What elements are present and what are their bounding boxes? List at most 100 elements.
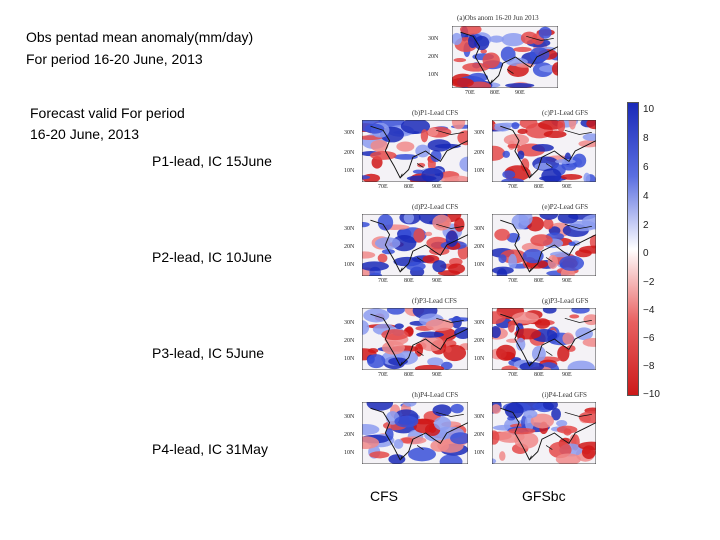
obs-panel-title: (a)Obs anom 16-20 Jun 2013 <box>457 14 539 22</box>
anomaly-blob <box>523 410 538 419</box>
anomaly-blob <box>432 214 452 231</box>
anomaly-blob <box>386 308 405 315</box>
anomaly-blob <box>459 26 482 35</box>
lon-tick: 70E <box>378 278 388 284</box>
anomaly-blob <box>430 149 442 162</box>
colorbar-label: 2 <box>643 220 649 231</box>
anomaly-blob <box>555 159 576 165</box>
anomaly-blob <box>468 72 489 82</box>
anomaly-blob <box>582 337 596 347</box>
anomaly-blob <box>427 127 439 137</box>
anomaly-blob <box>498 254 507 264</box>
lat-tick: 30N <box>344 320 355 326</box>
anomaly-blob <box>557 345 570 362</box>
panel-title-p4-gfs: (i)P4-Lead GFS <box>542 391 587 399</box>
anomaly-blob <box>425 319 454 332</box>
anomaly-blob <box>377 253 388 263</box>
anomaly-blob <box>459 156 468 172</box>
anomaly-blob <box>520 31 538 45</box>
colorbar-label: −8 <box>643 361 655 372</box>
lat-tick: 20N <box>344 150 355 156</box>
lon-tick: 90E <box>562 372 572 378</box>
panel-title-p2-gfs: (e)P2-Lead GFS <box>542 203 589 211</box>
anomaly-blob <box>514 328 542 340</box>
anomaly-blob <box>374 237 401 250</box>
anomaly-blob <box>492 325 501 339</box>
anomaly-blob <box>454 217 465 232</box>
anomaly-blob <box>555 453 581 464</box>
anomaly-blob <box>400 437 414 444</box>
anomaly-blob <box>439 454 463 464</box>
anomaly-blob <box>427 357 444 367</box>
lat-tick: 30N <box>474 226 485 232</box>
map-p4-gfs <box>492 402 596 464</box>
anomaly-blob <box>494 123 511 132</box>
lon-tick: 70E <box>378 184 388 190</box>
anomaly-blob <box>519 120 538 129</box>
anomaly-blob <box>492 404 501 414</box>
lon-tick: 80E <box>534 278 544 284</box>
anomaly-blob <box>492 458 497 464</box>
obs-lon-tick: 70E <box>465 90 475 96</box>
anomaly-blob <box>412 169 425 174</box>
row-label-p1: P1-lead, IC 15June <box>152 153 272 169</box>
colorbar-label: −6 <box>643 333 655 344</box>
anomaly-blob <box>420 129 429 143</box>
anomaly-blob <box>522 248 544 264</box>
anomaly-blob <box>394 415 419 428</box>
anomaly-blob <box>569 314 580 319</box>
anomaly-blob <box>362 251 376 259</box>
colorbar-label: 10 <box>643 104 655 115</box>
anomaly-blob <box>482 52 500 69</box>
map-p1-gfs <box>492 120 596 182</box>
anomaly-blob <box>468 34 478 49</box>
lon-tick: 90E <box>562 278 572 284</box>
anomaly-blob <box>452 32 463 46</box>
anomaly-blob <box>589 234 596 249</box>
anomaly-blob <box>513 46 532 53</box>
panel-title-p1-gfs: (c)P1-Lead GFS <box>542 109 589 117</box>
column-label-cfs: CFS <box>370 488 398 504</box>
colorbar-label: −10 <box>643 389 660 400</box>
anomaly-blob <box>449 257 463 266</box>
anomaly-blob <box>542 402 558 411</box>
lat-tick: 10N <box>474 356 485 362</box>
anomaly-blob <box>505 83 535 88</box>
anomaly-blob <box>362 424 380 435</box>
anomaly-blob <box>514 432 539 449</box>
anomaly-blob <box>367 348 379 354</box>
anomaly-blob <box>448 263 466 274</box>
anomaly-blob <box>363 308 390 323</box>
lon-tick: 90E <box>432 184 442 190</box>
anomaly-blob <box>403 402 417 407</box>
lat-tick: 30N <box>474 130 485 136</box>
column-label-gfs: GFSbc <box>522 488 566 504</box>
anomaly-blob <box>579 245 596 254</box>
anomaly-blob <box>556 425 578 434</box>
anomaly-blob <box>382 340 405 355</box>
lat-tick: 10N <box>344 450 355 456</box>
lat-tick: 10N <box>474 262 485 268</box>
anomaly-blob <box>516 337 526 351</box>
anomaly-blob <box>432 404 452 417</box>
anomaly-blob <box>403 214 415 224</box>
forecast-title-line2: 16-20 June, 2013 <box>30 126 139 142</box>
anomaly-blob <box>560 173 583 180</box>
anomaly-blob <box>531 143 554 152</box>
anomaly-blob <box>492 145 506 161</box>
anomaly-blob <box>530 413 554 429</box>
anomaly-blob <box>474 35 490 51</box>
anomaly-blob <box>501 33 526 47</box>
anomaly-blob <box>362 261 389 271</box>
lat-tick: 20N <box>474 338 485 344</box>
anomaly-blob <box>416 331 444 338</box>
anomaly-blob <box>370 139 389 152</box>
lat-tick: 10N <box>344 262 355 268</box>
lat-tick: 30N <box>474 320 485 326</box>
anomaly-blob <box>543 218 554 230</box>
anomaly-blob <box>511 122 520 130</box>
anomaly-blob <box>539 214 559 220</box>
lat-tick: 30N <box>474 414 485 420</box>
colorbar-label: −4 <box>643 305 655 316</box>
anomaly-blob <box>377 214 394 231</box>
